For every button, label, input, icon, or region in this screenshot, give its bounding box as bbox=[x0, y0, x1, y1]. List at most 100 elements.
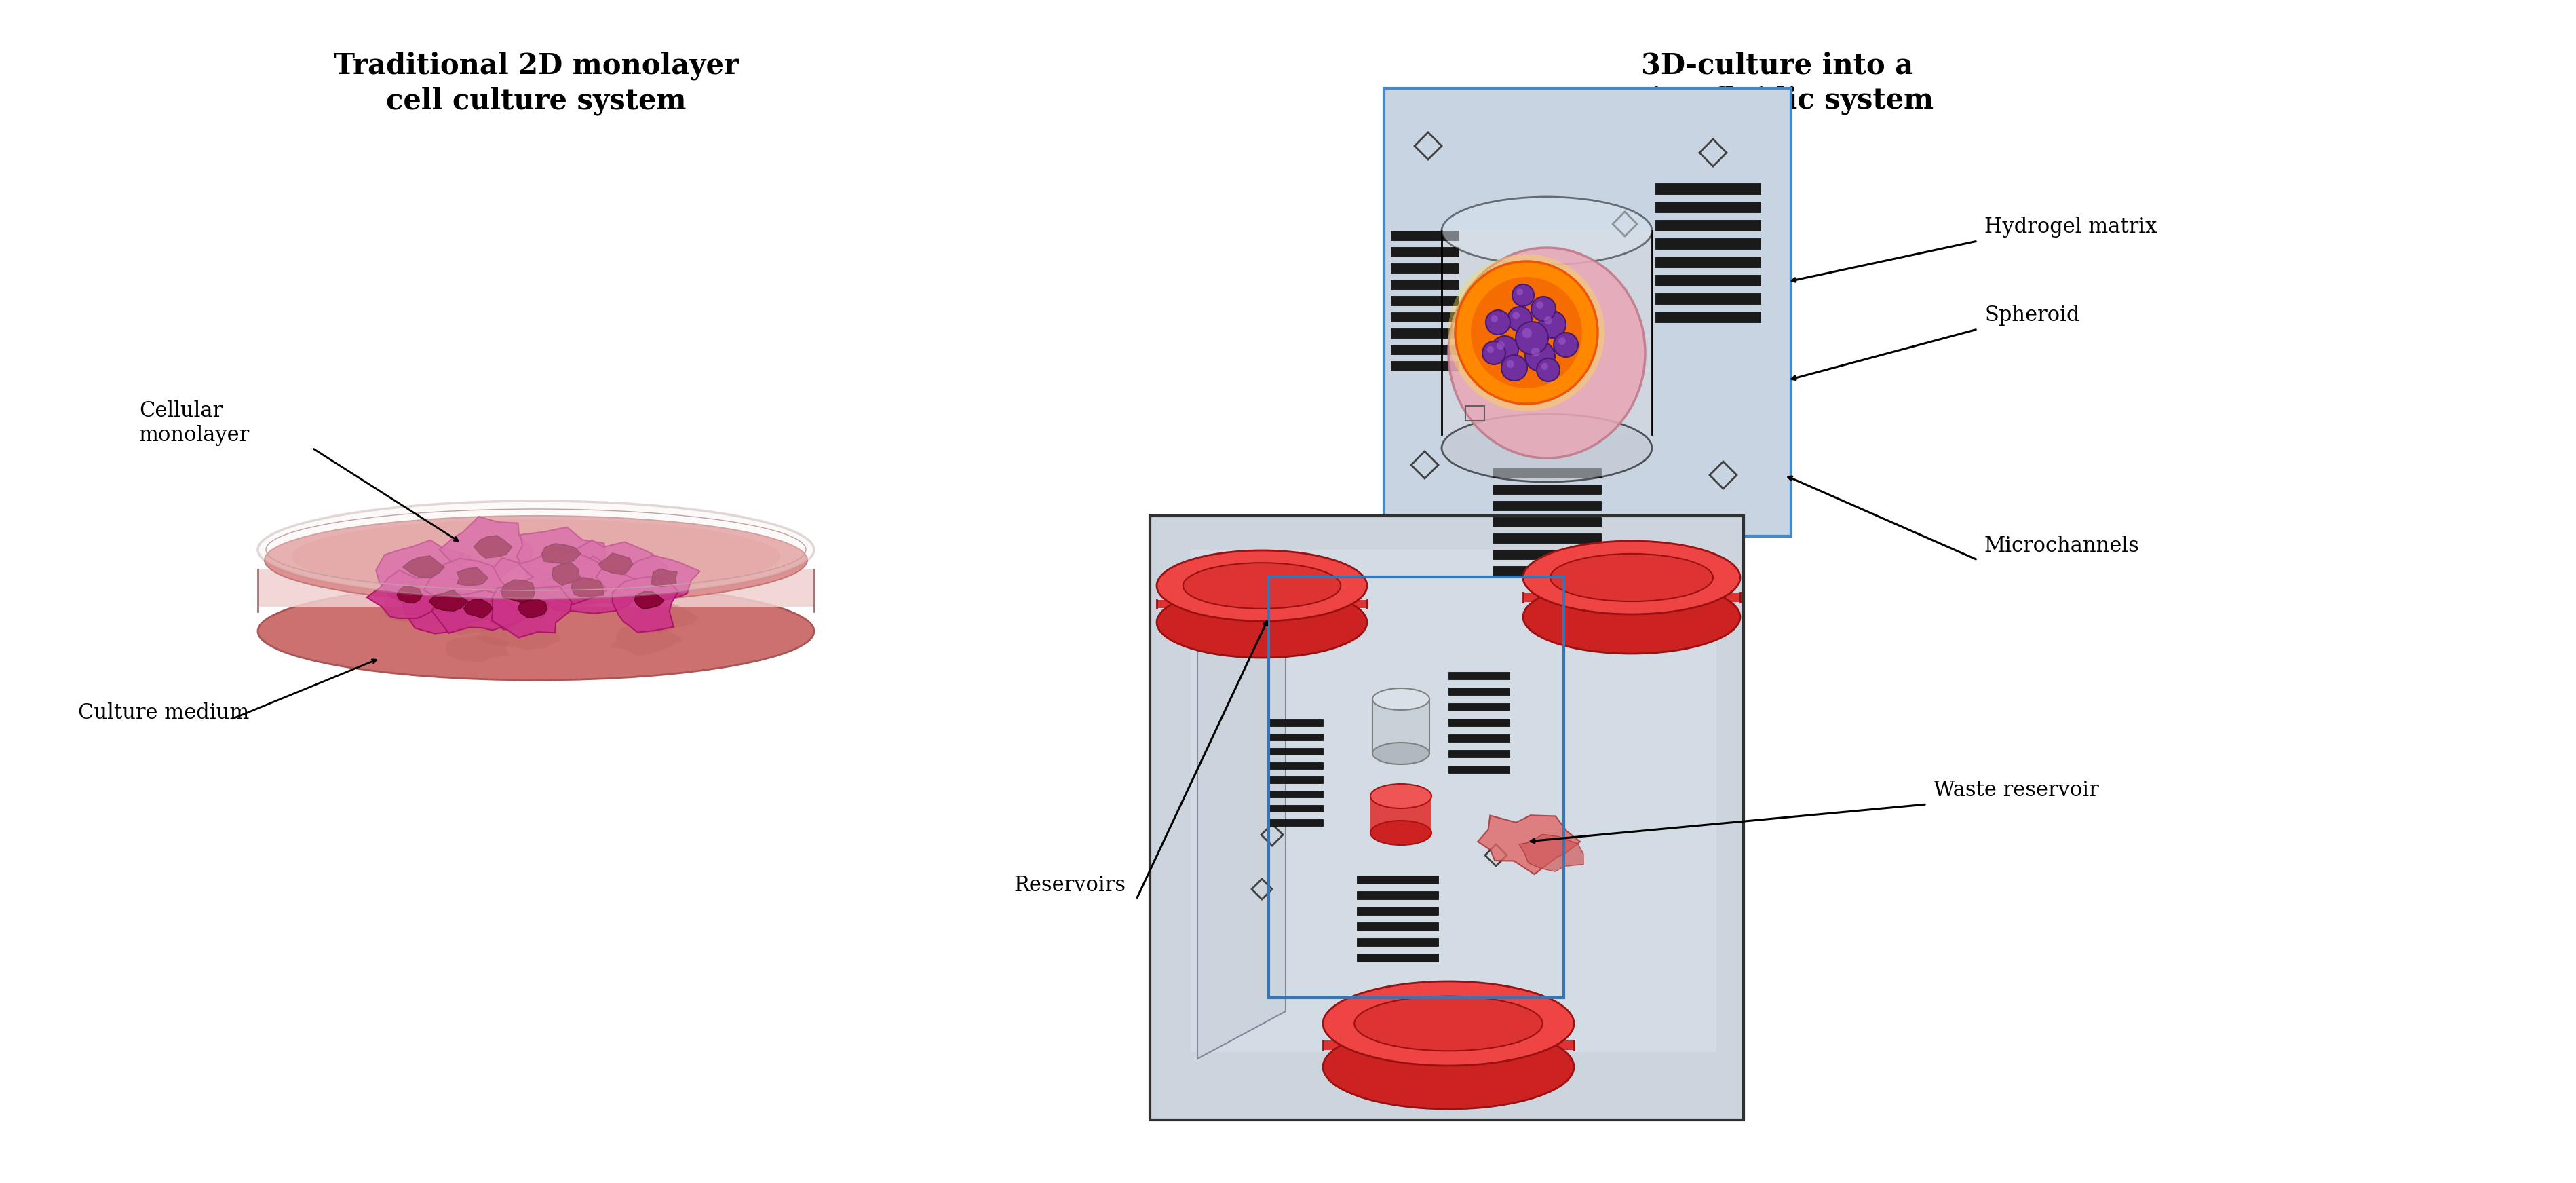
Polygon shape bbox=[425, 558, 510, 602]
Bar bbox=[1358, 953, 1437, 962]
Circle shape bbox=[1492, 336, 1517, 363]
Circle shape bbox=[1530, 348, 1540, 356]
Bar bbox=[1492, 468, 1602, 478]
Bar bbox=[1391, 312, 1458, 322]
Bar bbox=[1448, 687, 1510, 694]
Polygon shape bbox=[1157, 600, 1368, 608]
Polygon shape bbox=[376, 541, 474, 606]
Polygon shape bbox=[611, 625, 683, 655]
Circle shape bbox=[1486, 310, 1510, 335]
Polygon shape bbox=[541, 543, 580, 564]
Bar bbox=[1448, 719, 1510, 726]
Ellipse shape bbox=[1157, 587, 1368, 658]
Bar bbox=[1448, 765, 1510, 772]
Circle shape bbox=[1502, 355, 1528, 381]
Circle shape bbox=[1538, 358, 1558, 381]
Bar bbox=[1267, 762, 1324, 769]
Ellipse shape bbox=[1324, 1024, 1574, 1108]
Circle shape bbox=[1507, 360, 1515, 368]
Ellipse shape bbox=[1522, 541, 1741, 614]
Bar bbox=[1492, 517, 1602, 526]
Bar bbox=[1492, 565, 1602, 576]
Polygon shape bbox=[384, 588, 464, 625]
Bar bbox=[1656, 293, 1759, 304]
Bar bbox=[1383, 89, 1790, 536]
Circle shape bbox=[1558, 337, 1566, 344]
Bar bbox=[1492, 485, 1602, 494]
Polygon shape bbox=[402, 556, 446, 577]
Circle shape bbox=[1471, 277, 1582, 388]
Polygon shape bbox=[598, 554, 634, 575]
Bar bbox=[1391, 361, 1458, 370]
Polygon shape bbox=[477, 613, 559, 649]
Circle shape bbox=[1497, 342, 1504, 349]
Polygon shape bbox=[1443, 231, 1651, 434]
Bar bbox=[1267, 748, 1324, 755]
Circle shape bbox=[1512, 311, 1520, 319]
Text: Microchannels: Microchannels bbox=[1984, 536, 2141, 556]
Bar bbox=[1466, 406, 1484, 421]
Bar bbox=[1656, 311, 1759, 323]
Ellipse shape bbox=[1182, 563, 1340, 609]
Bar bbox=[1358, 875, 1437, 884]
Polygon shape bbox=[428, 600, 507, 635]
Bar bbox=[1267, 819, 1324, 826]
Polygon shape bbox=[626, 556, 701, 601]
Ellipse shape bbox=[1324, 982, 1574, 1066]
Text: Hydrogel matrix: Hydrogel matrix bbox=[1984, 216, 2156, 238]
Polygon shape bbox=[1479, 815, 1579, 874]
Bar bbox=[1267, 577, 1564, 997]
Circle shape bbox=[1543, 316, 1553, 324]
Circle shape bbox=[1492, 315, 1499, 323]
Circle shape bbox=[1540, 363, 1548, 370]
Bar bbox=[1391, 264, 1458, 273]
Bar bbox=[1358, 891, 1437, 899]
Circle shape bbox=[1512, 284, 1533, 306]
Bar bbox=[1492, 534, 1602, 543]
Bar bbox=[1492, 500, 1602, 510]
Polygon shape bbox=[518, 528, 605, 589]
Ellipse shape bbox=[1370, 821, 1432, 845]
Text: Traditional 2D monolayer
cell culture system: Traditional 2D monolayer cell culture sy… bbox=[332, 51, 739, 115]
Bar bbox=[1391, 296, 1458, 305]
Bar bbox=[1656, 201, 1759, 213]
Text: Waste reservoir: Waste reservoir bbox=[1935, 780, 2099, 801]
Polygon shape bbox=[629, 603, 698, 633]
Bar bbox=[1267, 804, 1324, 812]
Ellipse shape bbox=[1551, 554, 1713, 601]
Polygon shape bbox=[430, 590, 469, 610]
Polygon shape bbox=[258, 569, 814, 607]
Text: Cellular
monolayer: Cellular monolayer bbox=[139, 400, 250, 446]
Circle shape bbox=[1515, 322, 1548, 354]
Circle shape bbox=[1522, 328, 1533, 338]
Polygon shape bbox=[456, 568, 489, 586]
Bar bbox=[1267, 776, 1324, 783]
Ellipse shape bbox=[265, 516, 806, 605]
Polygon shape bbox=[492, 583, 572, 638]
Polygon shape bbox=[397, 586, 422, 603]
Circle shape bbox=[1535, 302, 1543, 309]
Ellipse shape bbox=[1443, 414, 1651, 481]
Polygon shape bbox=[474, 536, 513, 558]
Circle shape bbox=[1517, 289, 1522, 296]
Polygon shape bbox=[366, 570, 448, 619]
Circle shape bbox=[1530, 297, 1556, 321]
Ellipse shape bbox=[1443, 196, 1651, 265]
Bar bbox=[1267, 733, 1324, 741]
Text: Spheroid: Spheroid bbox=[1984, 305, 2079, 325]
Text: Culture medium: Culture medium bbox=[77, 703, 250, 724]
Polygon shape bbox=[502, 580, 533, 603]
Ellipse shape bbox=[291, 519, 781, 594]
Bar bbox=[1492, 550, 1602, 560]
Circle shape bbox=[1481, 342, 1504, 364]
Ellipse shape bbox=[1355, 996, 1543, 1051]
Text: Reservoirs: Reservoirs bbox=[1015, 875, 1126, 896]
Polygon shape bbox=[551, 563, 582, 586]
Bar bbox=[1358, 923, 1437, 931]
Bar bbox=[1267, 790, 1324, 797]
Ellipse shape bbox=[1373, 743, 1430, 764]
Bar bbox=[1656, 238, 1759, 250]
Bar bbox=[1391, 279, 1458, 289]
Polygon shape bbox=[1198, 605, 1285, 1059]
Ellipse shape bbox=[1373, 689, 1430, 710]
